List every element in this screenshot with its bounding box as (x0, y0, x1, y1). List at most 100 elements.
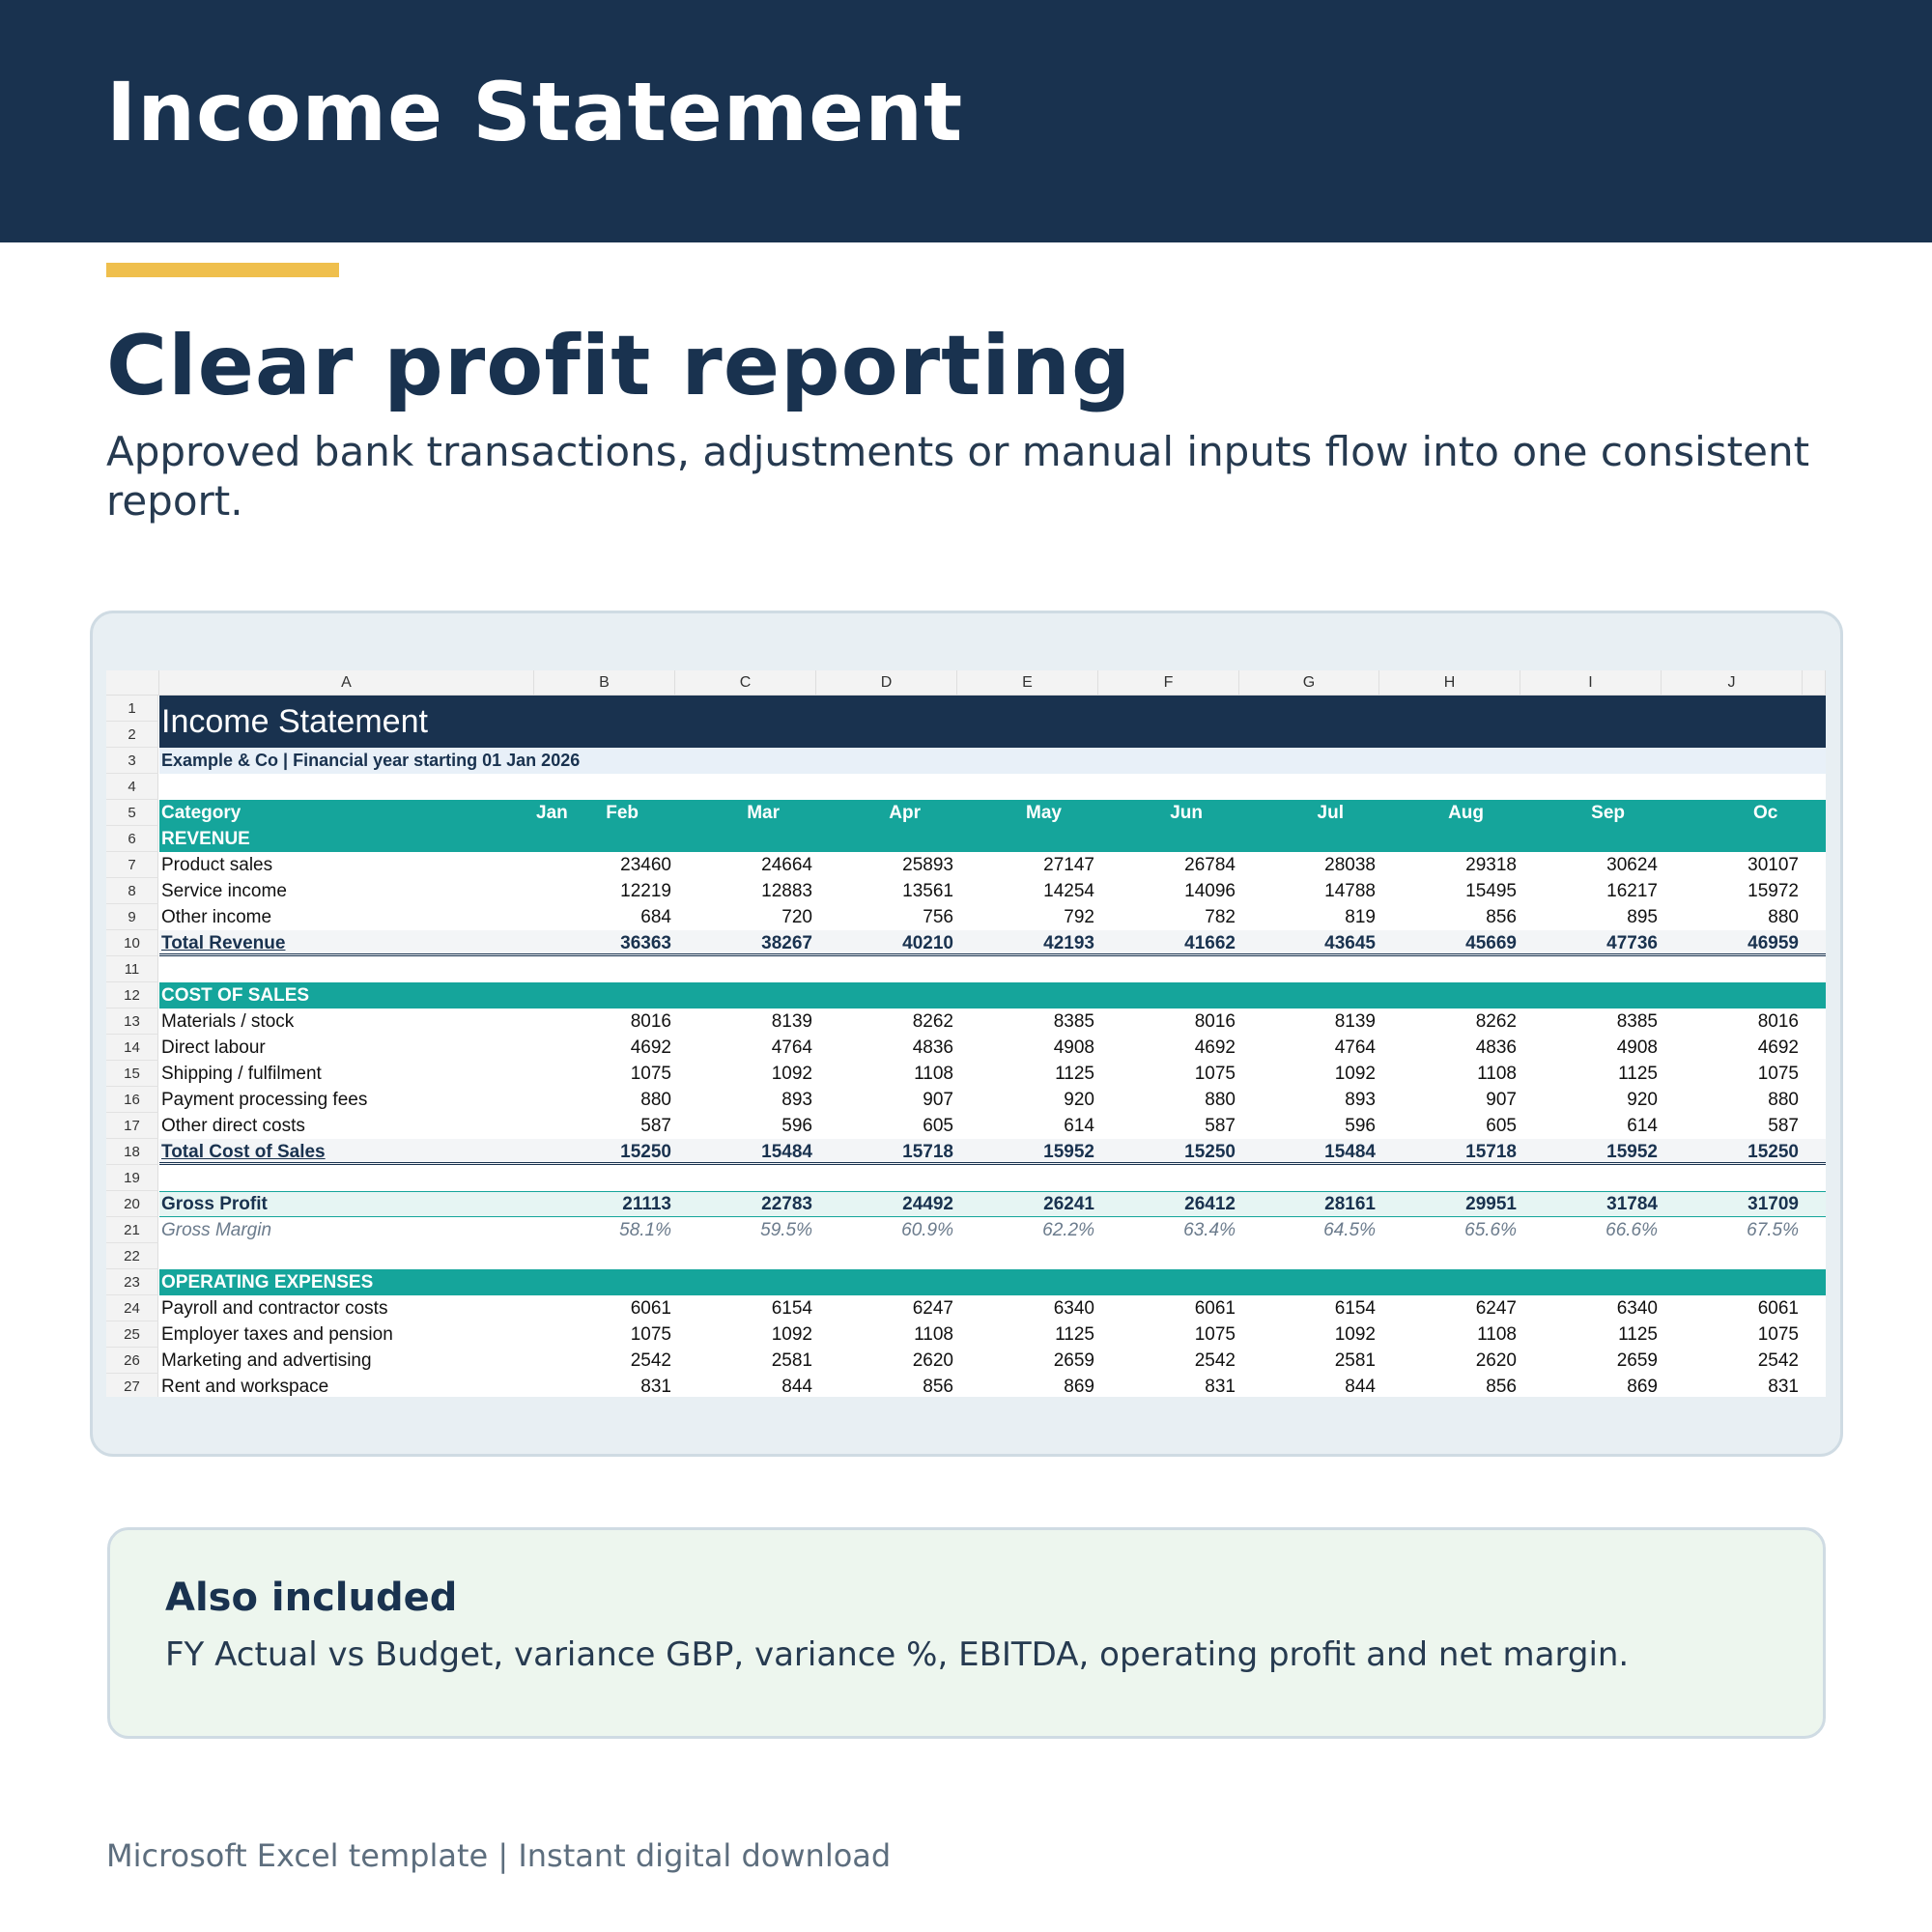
row-number: 12 (106, 982, 158, 1009)
row-value: 15250 (620, 1142, 671, 1162)
row-value: 26784 (1184, 855, 1236, 875)
row-value: 15952 (1606, 1142, 1658, 1162)
header-month-6: Jul (1317, 803, 1344, 823)
row-value: 907 (923, 1090, 953, 1110)
row-value: 1092 (1334, 1324, 1376, 1345)
row-value: 28038 (1324, 855, 1376, 875)
sheet-subtitle: Example & Co | Financial year starting 0… (161, 751, 581, 770)
row-value: 4764 (1334, 1037, 1376, 1058)
row-value: 43645 (1324, 933, 1376, 953)
row-number: 3 (106, 748, 158, 774)
row-value: 14254 (1043, 881, 1094, 901)
row-value: 1108 (914, 1064, 953, 1084)
column-header-b: B (534, 670, 675, 696)
row-value: 844 (1345, 1377, 1376, 1397)
row-value: 2659 (1616, 1350, 1658, 1371)
column-header-c: C (675, 670, 816, 696)
row-value: 4692 (1757, 1037, 1799, 1058)
row-value: 1075 (630, 1324, 671, 1345)
row-value: 1125 (1055, 1324, 1094, 1345)
also-included-title: Also included (165, 1576, 458, 1620)
row-number: 14 (106, 1035, 158, 1061)
row-value: 920 (1627, 1090, 1658, 1110)
row-value: 12219 (620, 881, 671, 901)
column-header-j: J (1662, 670, 1803, 696)
row-value: 831 (1205, 1377, 1236, 1397)
row-value: 15718 (902, 1142, 953, 1162)
row-value: 907 (1486, 1090, 1517, 1110)
row-value: 1092 (771, 1324, 812, 1345)
row-value: 8262 (1475, 1011, 1517, 1032)
row-value: 2659 (1053, 1350, 1094, 1371)
row-value: 65.6% (1464, 1220, 1517, 1240)
row-value: 8385 (1053, 1011, 1094, 1032)
row-value: 12883 (761, 881, 812, 901)
row-value: 40210 (902, 933, 953, 953)
row-label: Total Revenue (161, 933, 286, 953)
hero-title: Income Statement (106, 65, 964, 159)
row-value: 29951 (1465, 1194, 1517, 1214)
row-number: 16 (106, 1087, 158, 1113)
row-label: Direct labour (161, 1037, 266, 1058)
column-header-e: E (957, 670, 1098, 696)
row-value: 4908 (1616, 1037, 1658, 1058)
row-value: 22783 (761, 1194, 812, 1214)
row-value: 856 (1486, 907, 1517, 927)
title-band (159, 696, 1826, 748)
column-header-g: G (1239, 670, 1379, 696)
row-number: 27 (106, 1374, 158, 1397)
column-header-a: A (159, 670, 534, 696)
row-value: 1092 (1334, 1064, 1376, 1084)
row-value: 720 (781, 907, 812, 927)
row-value: 869 (1627, 1377, 1658, 1397)
subtitle-band (159, 748, 1826, 774)
header-month-0: Jan (536, 803, 568, 823)
row-value: 8139 (1334, 1011, 1376, 1032)
row-value: 1075 (1757, 1324, 1799, 1345)
row-value: 869 (1064, 1377, 1094, 1397)
accent-bar (106, 263, 339, 277)
row-value: 15484 (1324, 1142, 1376, 1162)
row-number: 24 (106, 1295, 158, 1321)
row-value: 30624 (1606, 855, 1658, 875)
section-revenue: REVENUE (161, 829, 250, 849)
row-value: 58.1% (619, 1220, 671, 1240)
row-value: 2542 (630, 1350, 671, 1371)
row-value: 893 (1345, 1090, 1376, 1110)
row-label: Product sales (161, 855, 273, 875)
row-value: 26241 (1043, 1194, 1094, 1214)
row-value: 2581 (1334, 1350, 1376, 1371)
row-number: 7 (106, 852, 158, 878)
row-value: 62.2% (1042, 1220, 1094, 1240)
row-value: 782 (1205, 907, 1236, 927)
column-header-d: D (816, 670, 957, 696)
header-month-2: Mar (747, 803, 780, 823)
row-value: 1075 (630, 1064, 671, 1084)
row-number: 25 (106, 1321, 158, 1348)
row-value: 4764 (771, 1037, 812, 1058)
row-value: 4692 (1194, 1037, 1236, 1058)
row-value: 4908 (1053, 1037, 1094, 1058)
row-label: Gross Profit (161, 1194, 268, 1214)
total-revenue-band (159, 930, 1826, 956)
row-value: 587 (640, 1116, 671, 1136)
operating-expenses-band (159, 1269, 1826, 1295)
row-value: 6247 (912, 1298, 953, 1319)
row-number: 17 (106, 1113, 158, 1139)
row-value: 59.5% (760, 1220, 812, 1240)
row-value: 42193 (1043, 933, 1094, 953)
row-value: 880 (1768, 907, 1799, 927)
row-label: Total Cost of Sales (161, 1142, 326, 1162)
row-value: 614 (1627, 1116, 1658, 1136)
row-value: 856 (923, 1377, 953, 1397)
row-value: 4692 (630, 1037, 671, 1058)
row-value: 16217 (1606, 881, 1658, 901)
also-included-card: Also included FY Actual vs Budget, varia… (107, 1527, 1826, 1739)
row-value: 920 (1064, 1090, 1094, 1110)
header-month-9: Oc (1753, 803, 1778, 823)
total-cost-band (159, 1139, 1826, 1165)
row-value: 15972 (1747, 881, 1799, 901)
row-value: 2581 (771, 1350, 812, 1371)
row-number: 26 (106, 1348, 158, 1374)
row-value: 26412 (1184, 1194, 1236, 1214)
